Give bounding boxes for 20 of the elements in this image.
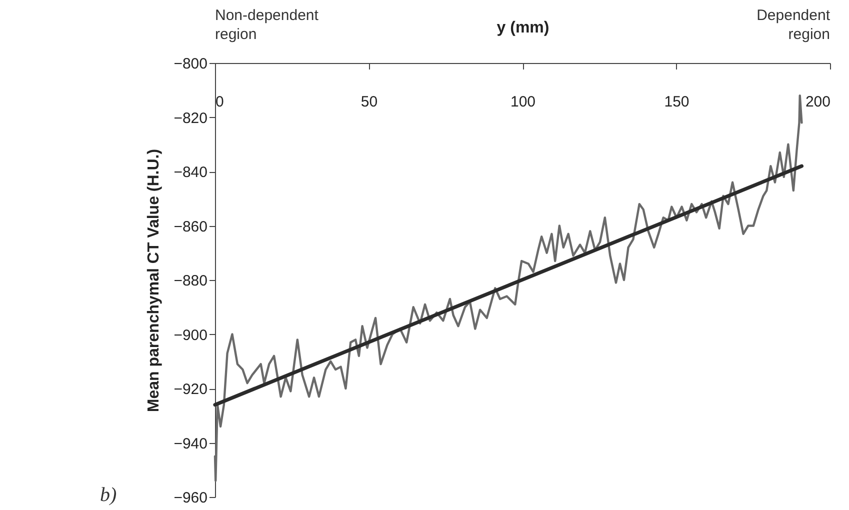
x-tick-label: 150: [664, 94, 690, 110]
y-tick-label: −880: [174, 272, 208, 290]
y-tick-label: −860: [174, 218, 208, 236]
x-axis-title: y (mm): [496, 20, 550, 36]
y-tick-label: −800: [174, 56, 208, 72]
text: b): [100, 484, 117, 506]
x-tick-label: 100: [510, 94, 536, 110]
line-series: [214, 94, 803, 482]
text: Dependent region: [756, 7, 831, 43]
text: Non-dependent region: [215, 7, 320, 43]
x-tick-label: 200: [805, 94, 830, 110]
y-tick-label: −940: [174, 435, 208, 452]
x-tick-label: 50: [360, 94, 378, 110]
y-tick-label: −900: [174, 326, 208, 344]
y-tick-label: −920: [174, 381, 208, 398]
y-axis-title: Mean parenchymal CT Value (H.U.): [146, 148, 163, 412]
y-tick-label: −840: [174, 164, 208, 181]
x-tick-label: 0: [216, 94, 224, 110]
y-tick-label: −960: [174, 490, 208, 506]
y-tick-label: −820: [174, 110, 208, 127]
